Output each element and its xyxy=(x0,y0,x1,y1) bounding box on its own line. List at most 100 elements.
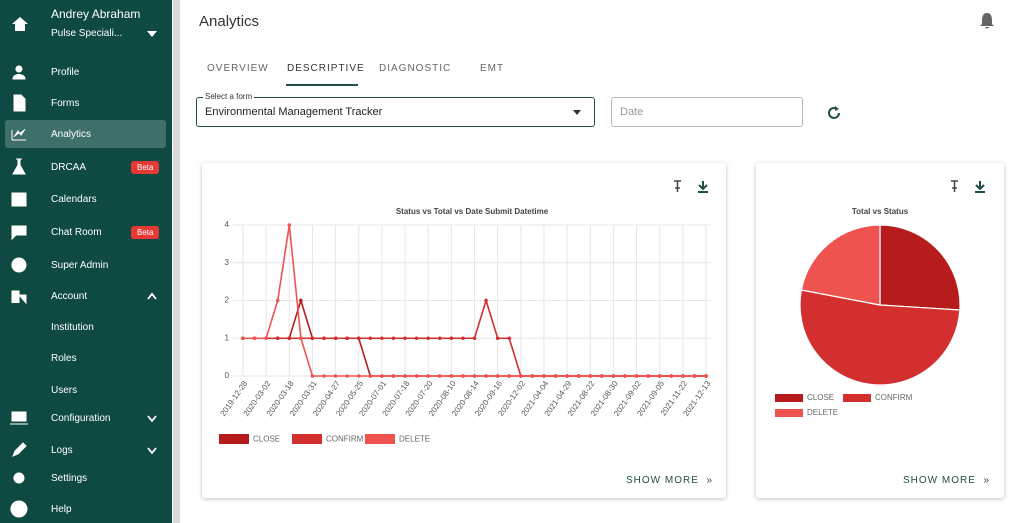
point xyxy=(368,374,373,378)
point xyxy=(646,374,650,378)
nav-item[interactable]: Super Admin xyxy=(5,251,166,279)
nav-item[interactable]: Calendars xyxy=(5,185,166,213)
point xyxy=(704,374,708,378)
point xyxy=(414,374,419,378)
refresh-icon[interactable] xyxy=(826,105,842,121)
nav-badge: Beta xyxy=(131,225,160,239)
nav-label: Logs xyxy=(51,444,73,456)
point xyxy=(310,336,315,341)
point xyxy=(600,374,604,378)
nav-label: Help xyxy=(51,503,72,515)
point xyxy=(507,336,512,341)
nav-label: Users xyxy=(51,384,78,396)
nav-label: Analytics xyxy=(51,128,92,140)
show-more[interactable]: SHOW MORE » xyxy=(626,475,714,486)
point xyxy=(299,298,303,303)
pin-icon[interactable] xyxy=(674,180,681,192)
nav-item[interactable]: Forms xyxy=(5,89,166,117)
point xyxy=(345,336,349,341)
point xyxy=(380,336,384,341)
point xyxy=(472,374,477,378)
nav-item[interactable]: DRCAA Beta xyxy=(5,153,166,181)
chart-title: Total vs Status xyxy=(852,207,909,216)
point xyxy=(287,223,292,227)
nav-label: Calendars xyxy=(51,193,97,205)
nav-item[interactable]: Users xyxy=(5,376,166,404)
point xyxy=(681,374,685,378)
nav-item[interactable]: Account xyxy=(5,282,166,310)
point xyxy=(426,374,431,378)
nav-label: Institution xyxy=(51,321,94,333)
point xyxy=(461,336,465,341)
nav-item[interactable]: Settings xyxy=(5,464,166,492)
legend-swatch xyxy=(843,394,871,402)
point xyxy=(333,336,338,341)
download-icon[interactable] xyxy=(698,181,708,193)
y-tick-label: 4 xyxy=(225,220,230,229)
point xyxy=(356,336,361,341)
nav-label: Profile xyxy=(51,66,80,78)
point xyxy=(437,374,442,378)
form-select[interactable]: Select a form Environmental Management T… xyxy=(196,92,595,127)
tab[interactable]: EMT xyxy=(480,63,505,74)
nav-icon xyxy=(11,257,27,273)
point xyxy=(310,374,315,378)
nav-icon xyxy=(11,225,27,241)
nav-label: Forms xyxy=(51,97,80,109)
point xyxy=(275,336,280,341)
legend-label: CLOSE xyxy=(253,435,280,444)
home-icon[interactable] xyxy=(10,14,30,34)
nav-item[interactable]: Chat Room Beta xyxy=(5,218,166,246)
point xyxy=(252,336,257,341)
select-value: Environmental Management Tracker xyxy=(205,106,383,118)
org-dropdown[interactable] xyxy=(147,31,157,37)
tab[interactable]: OVERVIEW xyxy=(207,63,269,74)
tab[interactable]: DIAGNOSTIC xyxy=(379,63,452,74)
y-tick-label: 1 xyxy=(225,333,230,342)
nav-item[interactable]: Logs xyxy=(5,436,166,464)
point xyxy=(403,336,407,341)
legend-swatch xyxy=(292,434,322,444)
legend-swatch xyxy=(365,434,395,444)
point xyxy=(426,336,431,341)
date-input[interactable]: Date xyxy=(611,97,803,127)
nav-item[interactable]: Analytics xyxy=(5,120,166,148)
nav-icon xyxy=(12,65,26,80)
nav-label: Configuration xyxy=(51,412,111,424)
pie-slice xyxy=(799,289,961,386)
nav-item[interactable]: Profile xyxy=(5,58,166,86)
point xyxy=(669,374,674,378)
download-icon[interactable] xyxy=(975,181,985,193)
nav-item[interactable]: Institution xyxy=(5,313,166,341)
scrollbar[interactable] xyxy=(173,0,180,523)
user-org[interactable]: Pulse Speciali... xyxy=(51,28,123,39)
chart-title: Status vs Total vs Date Submit Datetime xyxy=(396,207,549,216)
point xyxy=(634,374,639,378)
nav-icon xyxy=(12,442,27,457)
point xyxy=(461,374,465,378)
point xyxy=(449,336,454,341)
nav-item[interactable]: Configuration xyxy=(5,404,166,432)
page-title: Analytics xyxy=(199,13,260,30)
nav-label: Super Admin xyxy=(51,259,109,271)
nav-chevron xyxy=(147,292,157,300)
y-tick-label: 3 xyxy=(225,258,230,267)
nav-item[interactable]: Help xyxy=(5,495,166,523)
bell-icon[interactable] xyxy=(979,12,995,30)
nav-item[interactable]: Roles xyxy=(5,344,166,372)
pie-slice xyxy=(800,224,881,306)
point xyxy=(264,336,268,341)
tab[interactable]: DESCRIPTIVE xyxy=(287,63,365,74)
user-name: Andrey Abraham xyxy=(51,7,141,21)
point xyxy=(611,374,616,378)
nav-chevron xyxy=(147,447,157,454)
point xyxy=(484,374,488,378)
show-more[interactable]: SHOW MORE » xyxy=(903,475,991,486)
pin-icon[interactable] xyxy=(951,180,958,192)
nav-icon xyxy=(12,158,26,175)
point xyxy=(333,374,338,378)
select-arrow xyxy=(573,110,581,115)
point xyxy=(588,374,593,378)
point xyxy=(241,336,245,341)
nav-icon xyxy=(10,500,28,518)
